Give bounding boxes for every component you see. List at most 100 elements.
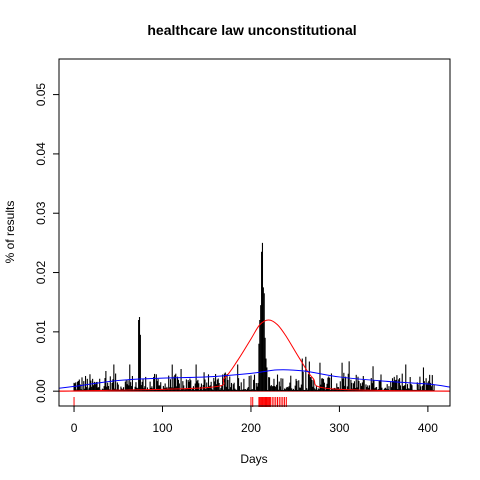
daily-bar — [149, 381, 151, 392]
daily-bar — [213, 377, 215, 392]
daily-bar — [357, 376, 359, 392]
daily-bar — [164, 383, 166, 392]
daily-bar — [373, 380, 375, 392]
daily-bar — [261, 242, 264, 392]
daily-bar — [226, 373, 228, 392]
daily-bar — [199, 389, 201, 392]
daily-bar — [234, 388, 236, 392]
daily-bar — [280, 378, 282, 392]
daily-bar — [105, 370, 107, 392]
daily-bar — [142, 378, 144, 392]
daily-bar — [157, 378, 159, 392]
daily-bar — [134, 386, 136, 392]
daily-bar — [431, 375, 433, 392]
daily-bar — [416, 382, 418, 392]
daily-bar — [204, 379, 206, 392]
daily-bar — [184, 389, 187, 392]
y-tick-label: 0.04 — [34, 142, 48, 166]
daily-bar — [279, 386, 281, 392]
daily-bar — [193, 389, 195, 392]
daily-bar — [302, 371, 304, 392]
daily-bar — [206, 382, 208, 392]
daily-bar — [112, 379, 114, 392]
daily-bar — [140, 385, 142, 392]
daily-bar — [348, 361, 350, 392]
daily-bar — [238, 378, 240, 392]
daily-bar — [317, 388, 319, 392]
daily-bar — [249, 389, 251, 392]
daily-bar — [391, 387, 393, 392]
daily-bar — [221, 385, 223, 392]
daily-bar — [109, 376, 111, 392]
daily-bar — [406, 388, 408, 392]
daily-bar — [307, 389, 309, 392]
y-axis: 0.00 0.01 0.02 0.03 0.04 0.05 — [34, 83, 60, 403]
daily-bar — [146, 389, 148, 392]
series-line-blue — [58, 369, 451, 389]
daily-bar — [370, 378, 372, 392]
daily-bar — [132, 389, 134, 392]
daily-bar — [380, 374, 382, 392]
daily-bar — [80, 389, 82, 392]
daily-bar — [339, 381, 341, 392]
daily-bar — [344, 385, 346, 392]
daily-bar — [85, 387, 87, 392]
daily-bar — [128, 385, 130, 392]
daily-bar — [308, 361, 310, 392]
daily-bar — [188, 381, 190, 392]
daily-bar — [336, 383, 338, 392]
daily-bar — [180, 368, 182, 392]
daily-bar — [243, 378, 245, 392]
daily-bar — [138, 317, 141, 392]
daily-bar — [115, 373, 117, 392]
daily-bar — [155, 374, 157, 392]
daily-bar — [392, 381, 394, 392]
daily-bar — [240, 382, 242, 392]
x-tick-label: 200 — [241, 421, 261, 435]
daily-bar — [323, 382, 325, 392]
daily-bar — [131, 375, 133, 392]
daily-bar — [252, 389, 254, 392]
daily-bars — [73, 242, 435, 392]
daily-bar — [319, 362, 321, 392]
daily-bar — [420, 386, 422, 392]
daily-bar — [220, 387, 222, 392]
daily-bar — [288, 386, 290, 392]
daily-bar — [94, 384, 96, 392]
daily-bar — [356, 387, 358, 392]
daily-bar — [310, 377, 312, 392]
daily-bar — [291, 388, 293, 392]
daily-bar — [177, 379, 179, 392]
daily-bar — [223, 373, 225, 392]
daily-bar — [358, 381, 360, 392]
daily-bar — [396, 375, 398, 392]
daily-bar — [366, 387, 368, 392]
daily-bar — [353, 383, 355, 392]
daily-bar — [303, 389, 305, 392]
daily-bar — [253, 379, 255, 392]
daily-bar — [248, 375, 250, 392]
daily-bar — [404, 385, 406, 392]
daily-bar — [349, 389, 351, 392]
daily-bar — [245, 389, 247, 392]
daily-bar — [430, 386, 432, 392]
daily-bar — [300, 384, 302, 392]
daily-bar — [263, 293, 265, 392]
plot-frame — [58, 58, 451, 407]
daily-bar — [219, 389, 221, 392]
daily-bar — [350, 379, 352, 392]
daily-bar — [76, 389, 78, 392]
daily-bar — [267, 389, 269, 392]
daily-bar — [376, 387, 378, 392]
daily-bar — [222, 374, 224, 392]
daily-bar — [174, 374, 176, 392]
daily-bar — [360, 383, 362, 392]
daily-bar — [199, 386, 202, 392]
daily-bar — [107, 386, 110, 392]
daily-bar — [235, 389, 237, 392]
daily-bar — [130, 386, 133, 392]
daily-bar — [321, 378, 323, 392]
daily-bar — [272, 386, 274, 392]
daily-bar — [403, 385, 405, 392]
